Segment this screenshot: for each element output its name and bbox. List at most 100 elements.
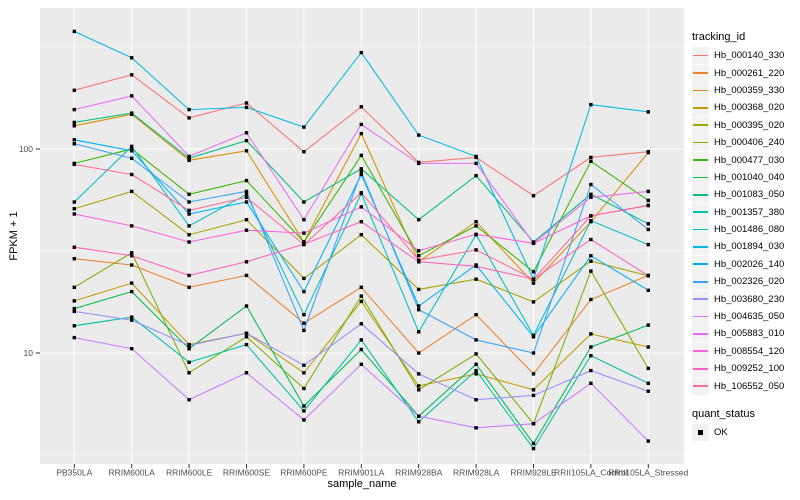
data-point bbox=[187, 208, 191, 213]
legend-line-swatch bbox=[693, 298, 708, 300]
data-point bbox=[244, 138, 249, 143]
data-point bbox=[72, 88, 76, 92]
legend-key bbox=[692, 290, 709, 308]
legend-item-Hb_002326_020: Hb_002326_020 bbox=[692, 273, 799, 291]
data-point bbox=[474, 338, 478, 342]
data-point bbox=[130, 263, 134, 267]
data-point bbox=[244, 342, 249, 347]
legend-item-label: Hb_000406_240 bbox=[714, 137, 785, 149]
data-point bbox=[531, 277, 536, 281]
data-point bbox=[130, 111, 134, 115]
data-point bbox=[244, 335, 249, 339]
legend-item-Hb_001894_030: Hb_001894_030 bbox=[692, 238, 799, 256]
data-point bbox=[417, 258, 421, 262]
legend-line-swatch bbox=[693, 193, 708, 196]
data-point bbox=[244, 149, 249, 153]
data-point bbox=[72, 29, 76, 34]
data-point bbox=[474, 154, 478, 159]
legend-line-swatch bbox=[693, 315, 708, 318]
data-point bbox=[130, 189, 134, 194]
data-point bbox=[646, 242, 650, 247]
data-point bbox=[531, 281, 536, 285]
data-point bbox=[302, 363, 306, 367]
legend-key bbox=[692, 255, 709, 273]
legend-item-label: Hb_106552_050 bbox=[714, 380, 785, 392]
data-point bbox=[359, 233, 363, 237]
data-point bbox=[589, 155, 593, 160]
legend-key bbox=[692, 116, 709, 134]
data-point bbox=[187, 398, 191, 402]
data-point bbox=[646, 323, 650, 327]
data-point bbox=[302, 231, 306, 235]
data-point bbox=[187, 156, 191, 160]
data-point bbox=[187, 240, 191, 244]
legend-key bbox=[692, 342, 709, 360]
data-point bbox=[72, 138, 76, 142]
x-tick-label: RRIM600SE bbox=[223, 468, 271, 478]
data-point bbox=[244, 189, 249, 194]
x-tick-label: RRIM928BA bbox=[395, 468, 443, 478]
data-point bbox=[359, 122, 363, 127]
legend-line-swatch bbox=[693, 280, 708, 283]
legend-item-Hb_005883_010: Hb_005883_010 bbox=[692, 325, 799, 343]
data-point bbox=[302, 240, 306, 244]
data-point bbox=[244, 178, 249, 183]
legend-item-label: Hb_001486_080 bbox=[714, 224, 785, 236]
data-point bbox=[187, 212, 191, 216]
legend-item-label: Hb_002026_140 bbox=[714, 258, 785, 270]
data-point bbox=[72, 207, 76, 211]
data-point bbox=[130, 156, 134, 160]
legend-item-label: Hb_000261_220 bbox=[714, 67, 785, 79]
x-tick-label: RRIM600PE bbox=[280, 468, 328, 478]
data-point bbox=[417, 384, 421, 388]
data-point bbox=[72, 212, 76, 216]
data-point bbox=[72, 324, 76, 328]
legend-item-label: Hb_005883_010 bbox=[714, 328, 785, 340]
data-point bbox=[72, 285, 76, 289]
data-point bbox=[302, 418, 306, 422]
legend-key bbox=[692, 99, 709, 117]
legend-item-label: Hb_008554_120 bbox=[714, 345, 785, 357]
data-point bbox=[359, 294, 363, 298]
data-point bbox=[302, 125, 306, 129]
data-point bbox=[531, 351, 536, 355]
legend-key bbox=[692, 64, 709, 82]
legend-title-quant-status: quant_status bbox=[692, 407, 755, 420]
legend-key bbox=[692, 81, 709, 99]
legend-item-Hb_000368_020: Hb_000368_020 bbox=[692, 99, 799, 117]
data-point bbox=[589, 102, 593, 107]
legend-title-tracking-id: tracking_id bbox=[692, 31, 746, 43]
data-point bbox=[474, 368, 478, 373]
legend-line-swatch bbox=[693, 124, 708, 127]
legend-item-Hb_000261_220: Hb_000261_220 bbox=[692, 64, 799, 82]
data-point bbox=[474, 277, 478, 281]
legend-item-label: Hb_003680_230 bbox=[714, 293, 785, 305]
data-point bbox=[187, 200, 191, 204]
data-point bbox=[417, 414, 421, 418]
data-point bbox=[417, 133, 421, 137]
data-point bbox=[72, 257, 76, 261]
legend-item-Hb_000359_330: Hb_000359_330 bbox=[692, 81, 799, 99]
data-point bbox=[646, 274, 650, 278]
legend-item-quant-ok: OK bbox=[692, 424, 799, 441]
data-point bbox=[531, 422, 536, 426]
legend-line-swatch bbox=[693, 141, 708, 144]
data-point bbox=[72, 299, 76, 303]
data-point bbox=[359, 299, 363, 304]
x-axis-title: sample_name bbox=[327, 478, 397, 490]
data-point bbox=[589, 237, 593, 242]
data-point bbox=[187, 116, 191, 120]
data-point bbox=[417, 351, 421, 355]
data-point bbox=[589, 381, 593, 385]
legend-line-swatch bbox=[693, 72, 708, 74]
data-point bbox=[417, 372, 421, 376]
legend-item-label: Hb_001083_050 bbox=[714, 189, 785, 201]
data-point bbox=[244, 105, 249, 110]
legend-item-Hb_000140_330: Hb_000140_330 bbox=[692, 47, 799, 65]
data-point bbox=[531, 393, 536, 398]
data-point bbox=[359, 191, 363, 195]
data-point bbox=[302, 328, 306, 333]
data-point bbox=[474, 313, 478, 317]
data-point bbox=[130, 149, 134, 153]
